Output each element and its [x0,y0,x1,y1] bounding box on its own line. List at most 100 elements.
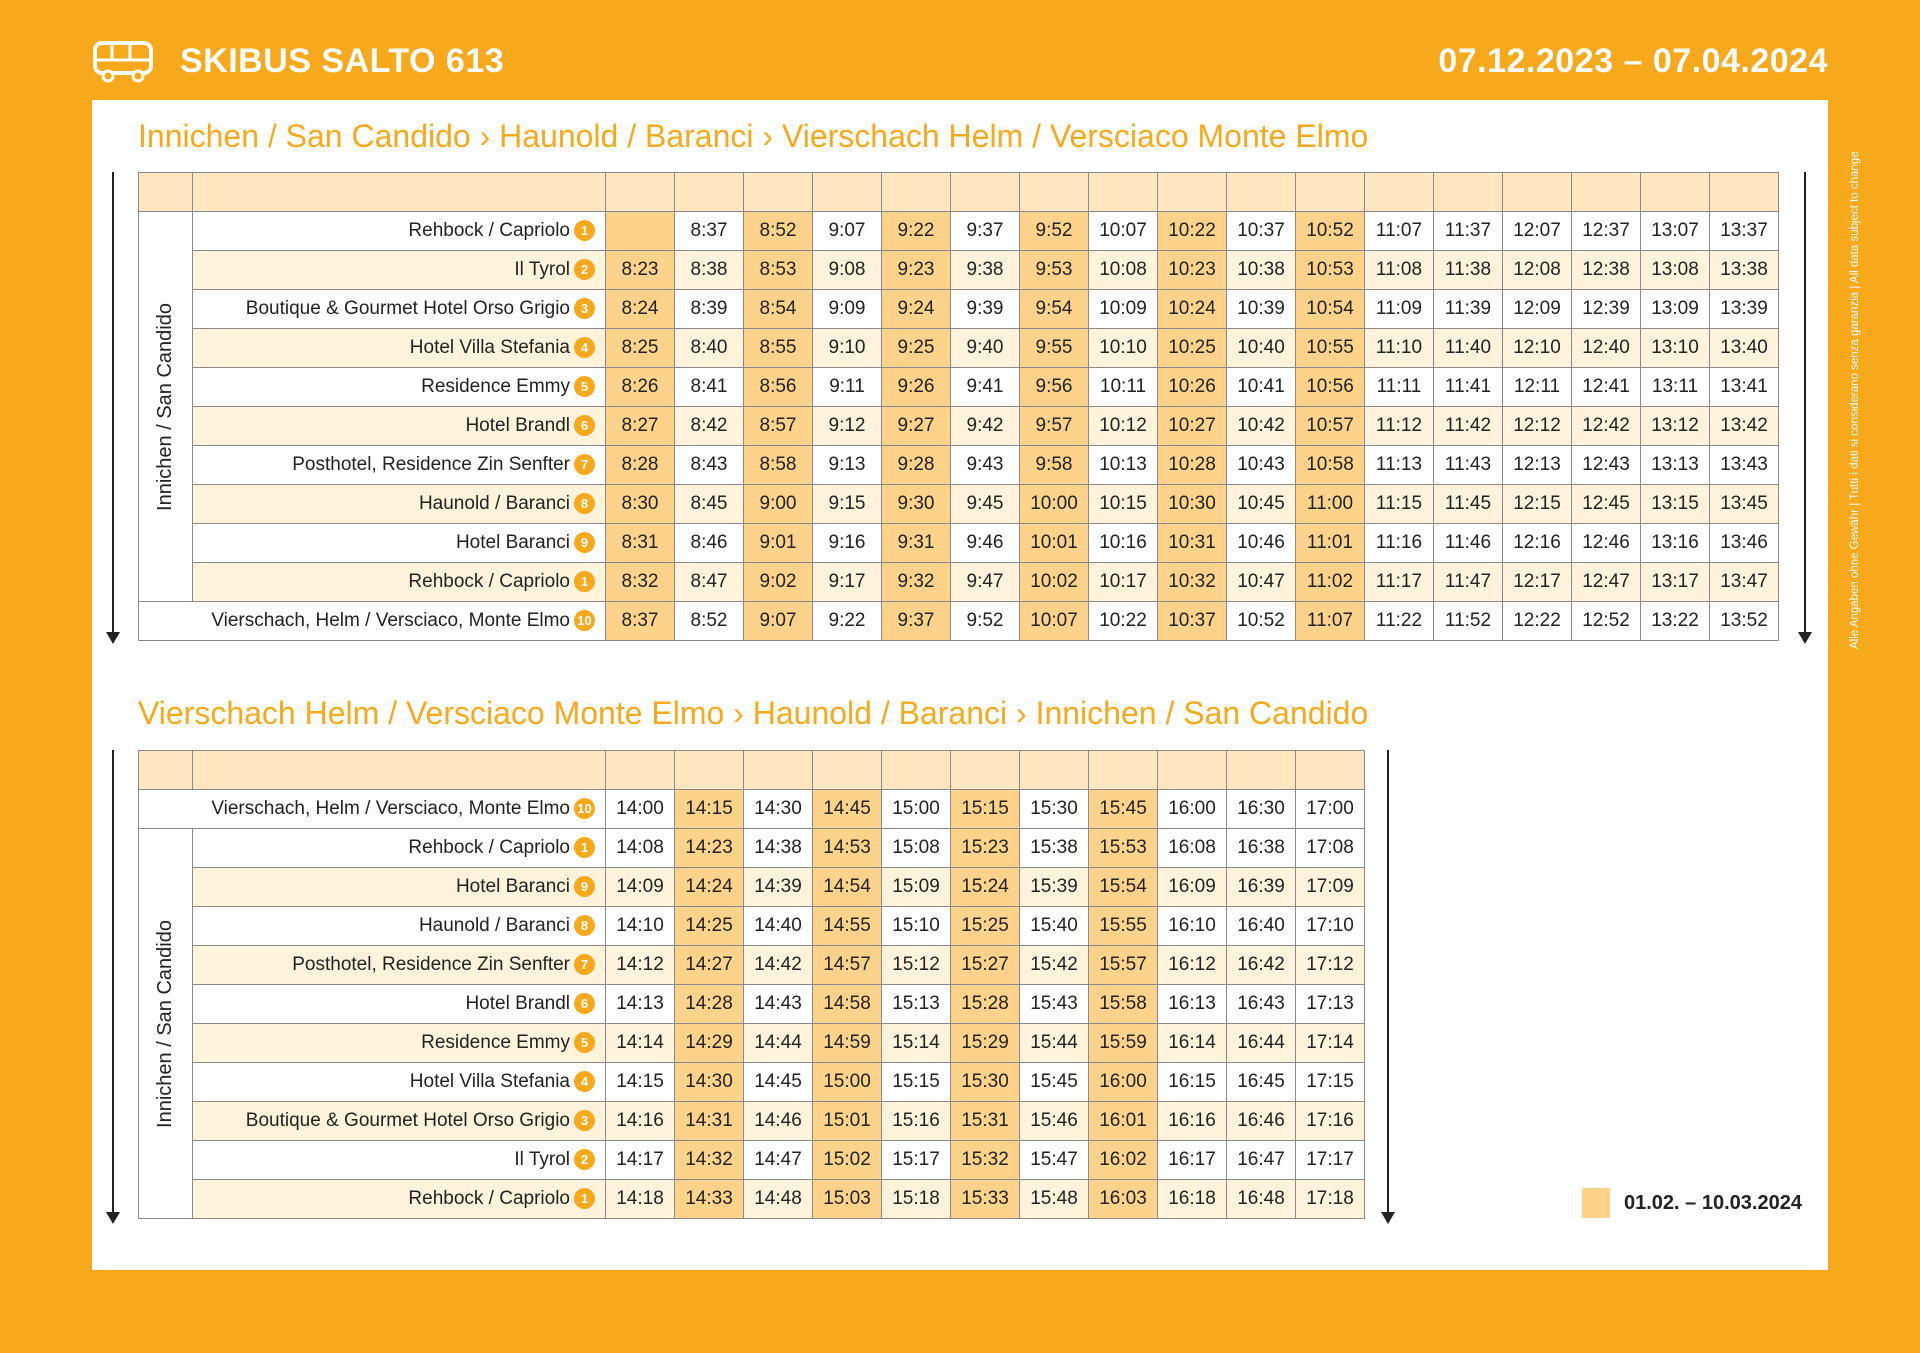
header-cell [950,172,1020,212]
time-cell: 9:22 [881,211,951,251]
direction-arrow-left [106,172,120,644]
time-cell: 13:12 [1640,406,1710,446]
time-cell: 11:00 [1295,484,1365,524]
stop-name: Il Tyrol [514,1149,570,1170]
time-cell: 8:37 [674,211,744,251]
stop-name-cell: Vierschach, Helm / Versciaco, Monte Elmo… [138,601,606,641]
time-cell: 8:40 [674,328,744,368]
stop-name: Posthotel, Residence Zin Senfter [292,954,570,975]
time-cell: 9:28 [881,445,951,485]
time-cell: 10:22 [1088,601,1158,641]
time-cell: 15:30 [1019,789,1089,829]
time-cell: 10:23 [1157,250,1227,290]
time-cell: 9:56 [1019,367,1089,407]
time-cell: 9:24 [881,289,951,329]
bus-icon [93,41,153,83]
time-cell: 14:45 [812,789,882,829]
time-cell: 17:14 [1295,1023,1365,1063]
time-cell: 12:12 [1502,406,1572,446]
time-cell: 14:16 [605,1101,675,1141]
time-cell: 10:28 [1157,445,1227,485]
stop-number-badge: 1 [574,220,595,242]
time-cell: 11:16 [1364,523,1434,563]
time-cell: 16:08 [1157,828,1227,868]
stop-name: Haunold / Baranci [418,493,570,514]
time-cell: 13:07 [1640,211,1710,251]
time-cell: 9:42 [950,406,1020,446]
direction-arrow-right [1381,750,1395,1224]
time-cell: 15:42 [1019,945,1089,985]
time-cell: 14:45 [743,1062,813,1102]
direction-arrow-left [106,750,120,1224]
time-cell: 17:16 [1295,1101,1365,1141]
stop-number-badge: 2 [574,259,595,281]
time-cell: 13:42 [1709,406,1779,446]
table-row: Il Tyrol 2 8:23 8:38 8:53 9:08 9:23 9:38 9:53 10:… [139,250,1779,290]
time-cell: 17:17 [1295,1140,1365,1180]
time-cell: 12:47 [1571,562,1641,602]
time-cell: 9:09 [812,289,882,329]
time-cell: 15:10 [881,906,951,946]
time-cell: 10:32 [1157,562,1227,602]
time-cell: 13:08 [1640,250,1710,290]
table-row: Haunold / Baranci 8 14:10 14:25 14:40 14:55 15… [139,906,1365,946]
time-cell: 12:37 [1571,211,1641,251]
header-cell [812,750,882,790]
page-header: SKIBUS SALTO 613 07.12.2023 – 07.04.2024 [0,0,1920,100]
time-cell: 14:33 [674,1179,744,1219]
time-cell: 13:16 [1640,523,1710,563]
timetable-outbound: Innichen / San Candido Rehbock / Capriolo… [138,172,1779,641]
time-cell: 8:56 [743,367,813,407]
time-cell: 14:38 [743,828,813,868]
time-cell: 14:28 [674,984,744,1024]
time-cell: 8:52 [743,211,813,251]
time-cell: 8:55 [743,328,813,368]
stop-name-cell: Rehbock / Capriolo 1 [192,828,606,868]
time-cell: 13:37 [1709,211,1779,251]
time-cell: 12:15 [1502,484,1572,524]
stop-number-badge: 4 [574,1071,595,1093]
time-cell: 9:15 [812,484,882,524]
time-cell: 12:22 [1502,601,1572,641]
stop-number-badge: 8 [574,493,595,515]
stop-name: Rehbock / Capriolo [408,837,570,858]
time-cell: 15:53 [1088,828,1158,868]
stop-name-cell: Hotel Villa Stefania 4 [192,1062,606,1102]
stop-name-cell: Boutique & Gourmet Hotel Orso Grigio 3 [192,1101,606,1141]
time-cell: 14:29 [674,1023,744,1063]
time-cell: 11:22 [1364,601,1434,641]
time-cell: 14:48 [743,1179,813,1219]
time-cell: 16:40 [1226,906,1296,946]
time-cell: 15:40 [1019,906,1089,946]
group-label-text: Innichen / San Candido [154,302,176,511]
time-cell: 16:16 [1157,1101,1227,1141]
time-cell: 9:53 [1019,250,1089,290]
time-cell: 11:17 [1364,562,1434,602]
time-cell: 15:30 [950,1062,1020,1102]
time-cell: 16:03 [1088,1179,1158,1219]
time-cell: 14:53 [812,828,882,868]
time-cell: 8:46 [674,523,744,563]
stop-number-badge: 1 [574,837,595,859]
stop-name: Il Tyrol [514,259,570,280]
time-cell: 10:30 [1157,484,1227,524]
time-cell: 9:52 [1019,211,1089,251]
time-cell: 8:24 [605,289,675,329]
time-cell: 15:02 [812,1140,882,1180]
table-row: Innichen / San Candido Rehbock / Capriolo… [138,211,1779,602]
time-cell: 9:23 [881,250,951,290]
time-cell: 8:54 [743,289,813,329]
time-cell: 10:46 [1226,523,1296,563]
header-cell [1226,172,1296,212]
time-cell: 11:40 [1433,328,1503,368]
time-cell: 16:15 [1157,1062,1227,1102]
time-cell: 15:15 [881,1062,951,1102]
time-cell: 10:58 [1295,445,1365,485]
time-cell: 14:32 [674,1140,744,1180]
stop-name-cell: Rehbock / Capriolo 1 [192,1179,606,1219]
time-cell: 13:43 [1709,445,1779,485]
time-cell: 16:09 [1157,867,1227,907]
header-cell [1019,750,1089,790]
time-cell: 15:09 [881,867,951,907]
stop-name: Hotel Villa Stefania [409,1071,570,1092]
